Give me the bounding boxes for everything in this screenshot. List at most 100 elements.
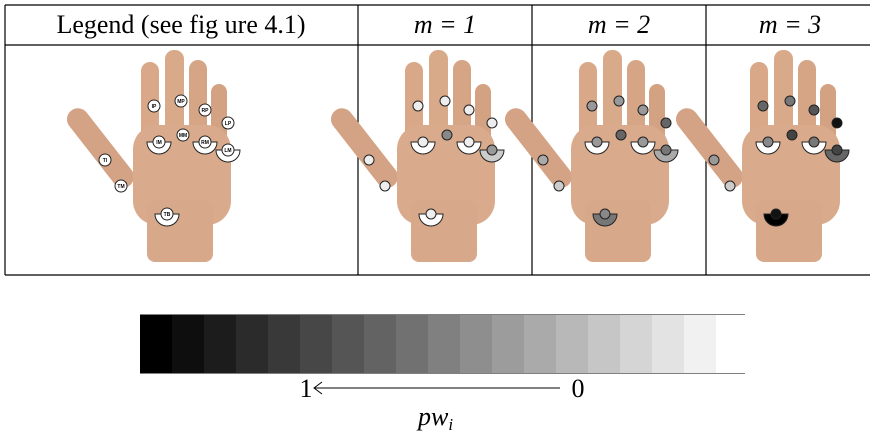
joint-marker <box>637 104 649 116</box>
joint-arc <box>824 149 850 163</box>
marker-label: TM <box>117 184 124 190</box>
joint-arc <box>584 141 610 155</box>
colorbar-cell <box>204 315 237 373</box>
joint-marker <box>808 136 820 148</box>
colorbar-cell <box>492 315 525 373</box>
joint-marker <box>599 208 611 220</box>
hand <box>671 50 850 262</box>
joint-marker <box>147 99 161 113</box>
marker-label: RP <box>202 108 210 114</box>
joint-marker <box>660 117 672 129</box>
low-label: 1 <box>300 374 313 403</box>
joint-marker <box>708 154 720 166</box>
joint-arc <box>653 149 679 163</box>
colorbar-cell <box>588 315 621 373</box>
joint-marker <box>615 129 627 141</box>
joint-marker <box>463 136 475 148</box>
colorbar-cell <box>428 315 461 373</box>
hand-shape <box>500 50 669 262</box>
joint-marker <box>486 144 498 156</box>
joint-arc <box>801 141 827 155</box>
joint-marker <box>831 117 843 129</box>
colorbar-cell <box>460 315 493 373</box>
joint-marker <box>198 103 212 117</box>
joint-marker <box>660 144 672 156</box>
joint-marker <box>221 116 235 130</box>
joint-arc <box>592 213 618 227</box>
joint-marker <box>808 104 820 116</box>
marker-label: LM <box>224 148 231 154</box>
axis-label-subscript: i <box>448 415 453 434</box>
joint-marker <box>831 144 843 156</box>
joint-arc <box>479 149 505 163</box>
hand-shape <box>326 50 495 262</box>
colorbar-cell <box>300 315 333 373</box>
joint-marker <box>425 208 437 220</box>
colorbar-cell <box>524 315 557 373</box>
joint-marker <box>221 143 235 157</box>
joint-marker <box>363 154 375 166</box>
marker-label: IM <box>156 140 162 146</box>
marker-label: MP <box>177 99 185 105</box>
joint-marker <box>537 154 549 166</box>
joint-marker <box>586 100 598 112</box>
joint-marker <box>160 207 174 221</box>
joint-marker <box>417 136 429 148</box>
colorbar-cell <box>556 315 589 373</box>
hand: IP MP RP LP IM MM RM LM TI TM TB <box>62 50 241 262</box>
colorbar-cell <box>620 315 653 373</box>
joint-marker <box>613 95 625 107</box>
marker-label: IP <box>152 104 157 110</box>
joint-arc <box>456 141 482 155</box>
arrow-head <box>313 381 323 395</box>
marker-label: TB <box>164 212 171 218</box>
colorbar-cell <box>716 315 749 373</box>
joint-marker <box>98 153 112 167</box>
header: Legend (see fig ure 4.1) <box>56 10 305 39</box>
colorbar <box>140 314 749 395</box>
joint-marker <box>114 179 128 193</box>
colorbar-cell <box>652 315 685 373</box>
joint-marker <box>198 135 212 149</box>
colorbar-cell <box>236 315 269 373</box>
colorbar-cell <box>684 315 717 373</box>
joint-marker <box>412 100 424 112</box>
joint-marker <box>786 129 798 141</box>
hand-shape <box>671 50 840 262</box>
joint-arc <box>418 213 444 227</box>
joint-arc <box>410 141 436 155</box>
joint-marker <box>762 136 774 148</box>
colorbar-cell <box>332 315 365 373</box>
joint-marker <box>152 135 166 149</box>
joint-marker <box>591 136 603 148</box>
hand <box>500 50 679 262</box>
joint-marker <box>463 104 475 116</box>
joint-arc <box>763 213 789 227</box>
marker-label: TI <box>103 158 108 164</box>
marker-label: RM <box>201 140 209 146</box>
joint-marker <box>724 180 736 192</box>
marker-label: MM <box>179 133 187 139</box>
colorbar-cell <box>364 315 397 373</box>
hands: IP MP RP LP IM MM RM LM TI TM TB <box>62 50 850 262</box>
colorbar-cell <box>268 315 301 373</box>
joint-arc <box>755 141 781 155</box>
joint-arc <box>630 141 656 155</box>
hand-shape <box>62 50 232 262</box>
joint-marker <box>379 180 391 192</box>
colorbar-cell <box>172 315 205 373</box>
joint-marker <box>637 136 649 148</box>
header: m = 3 <box>759 10 821 39</box>
high-label: 0 <box>572 374 585 403</box>
colorbar-cell <box>140 315 173 373</box>
joint-marker <box>486 117 498 129</box>
axis-label-main: pw <box>416 402 449 431</box>
joint-marker <box>441 129 453 141</box>
joint-marker <box>784 95 796 107</box>
joint-marker <box>770 208 782 220</box>
colorbar-cell <box>396 315 429 373</box>
hand <box>326 50 505 262</box>
joint-marker <box>757 100 769 112</box>
joint-marker <box>439 95 451 107</box>
